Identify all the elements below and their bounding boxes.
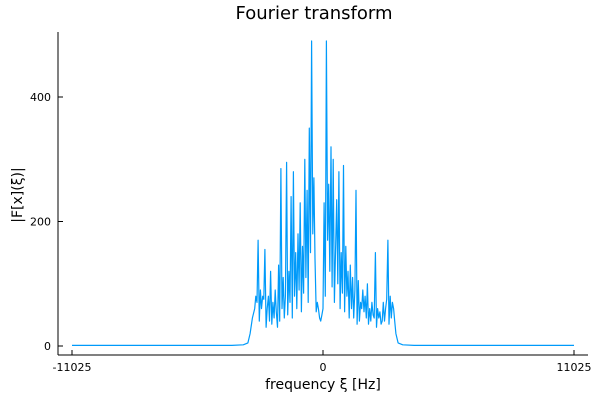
chart-title: Fourier transform [236, 3, 393, 24]
x-tick-label: -11025 [53, 361, 92, 374]
x-tick-label: 11025 [557, 361, 592, 374]
x-tick-label: 0 [320, 361, 327, 374]
plot-area [72, 40, 574, 346]
x-axis-label: frequency ξ [Hz] [265, 377, 381, 393]
y-tick-label: 400 [30, 91, 51, 104]
series-line [72, 40, 574, 346]
y-tick-label: 0 [44, 340, 51, 353]
y-axis-label: |F[x](ξ)| [10, 167, 26, 222]
y-tick-label: 200 [30, 216, 51, 229]
